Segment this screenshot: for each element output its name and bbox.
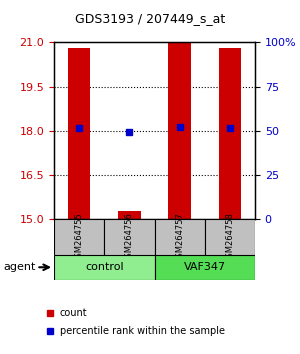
Bar	[68, 48, 90, 219]
FancyBboxPatch shape	[154, 255, 255, 280]
Text: agent: agent	[3, 262, 35, 272]
FancyBboxPatch shape	[104, 219, 154, 255]
Text: GSM264758: GSM264758	[225, 212, 234, 263]
Text: VAF347: VAF347	[184, 262, 226, 272]
Text: count: count	[60, 308, 87, 318]
Text: GSM264756: GSM264756	[125, 212, 134, 263]
Text: GDS3193 / 207449_s_at: GDS3193 / 207449_s_at	[75, 12, 225, 25]
FancyBboxPatch shape	[205, 219, 255, 255]
Text: control: control	[85, 262, 124, 272]
Text: percentile rank within the sample: percentile rank within the sample	[60, 326, 225, 336]
Bar	[118, 211, 141, 219]
FancyBboxPatch shape	[54, 219, 104, 255]
FancyBboxPatch shape	[154, 219, 205, 255]
FancyBboxPatch shape	[54, 255, 154, 280]
Bar	[168, 42, 191, 219]
Text: GSM264755: GSM264755	[75, 212, 84, 263]
Text: GSM264757: GSM264757	[175, 212, 184, 263]
Bar	[219, 48, 241, 219]
